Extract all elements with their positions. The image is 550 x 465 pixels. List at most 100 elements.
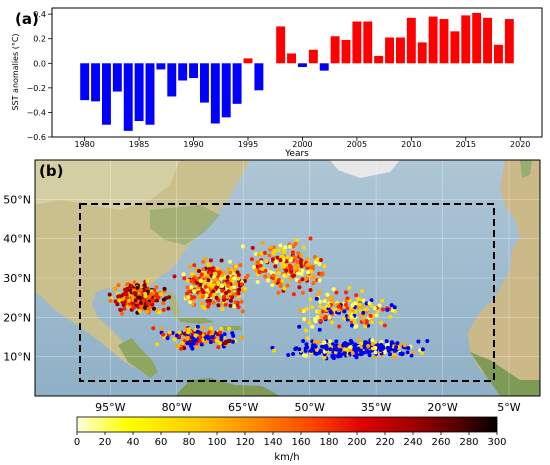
track-point bbox=[219, 334, 224, 339]
track-point bbox=[363, 340, 368, 345]
bar-2002 bbox=[319, 63, 329, 71]
bar-1999 bbox=[287, 53, 297, 64]
track-point bbox=[300, 277, 305, 282]
track-point bbox=[298, 308, 303, 313]
bar-1981 bbox=[91, 63, 101, 102]
track-point bbox=[303, 348, 308, 353]
track-point bbox=[226, 267, 231, 271]
track-point bbox=[202, 279, 207, 284]
lat-label: 20°N bbox=[3, 311, 31, 324]
bar-1993 bbox=[221, 63, 231, 118]
track-point bbox=[143, 291, 148, 296]
track-point bbox=[253, 268, 258, 273]
panel-b-label: (b) bbox=[39, 162, 63, 180]
track-point bbox=[260, 241, 265, 246]
track-point bbox=[228, 286, 233, 291]
track-point bbox=[400, 351, 405, 356]
track-point bbox=[187, 264, 192, 269]
track-point bbox=[240, 244, 245, 249]
track-point bbox=[155, 342, 159, 347]
x-tick-label: 1985 bbox=[129, 140, 149, 149]
track-point bbox=[220, 288, 225, 293]
track-point bbox=[354, 293, 359, 298]
track-point bbox=[310, 305, 315, 310]
track-point bbox=[277, 278, 281, 282]
track-point bbox=[206, 278, 211, 283]
lon-label: 80°W bbox=[162, 401, 192, 414]
track-point bbox=[353, 348, 358, 353]
colorbar-tick-label: 60 bbox=[155, 437, 168, 448]
panel-a: (a) 0.40.20.0−0.2−0.4−0.6 1980 1985 1990 19… bbox=[11, 7, 543, 159]
track-point bbox=[291, 352, 296, 356]
track-point bbox=[344, 343, 349, 348]
track-point bbox=[338, 348, 343, 353]
track-point bbox=[311, 264, 315, 269]
track-point bbox=[135, 285, 140, 290]
track-point bbox=[299, 258, 304, 263]
track-point bbox=[314, 296, 319, 301]
track-point bbox=[353, 301, 358, 306]
track-point bbox=[107, 292, 112, 297]
track-point bbox=[253, 252, 258, 256]
track-point bbox=[177, 330, 182, 335]
track-points bbox=[107, 236, 430, 361]
track-point bbox=[311, 281, 316, 286]
track-point bbox=[278, 284, 283, 289]
bar-2007 bbox=[374, 55, 384, 64]
colorbar-label: km/h bbox=[274, 452, 299, 463]
track-point bbox=[243, 286, 247, 291]
track-point bbox=[240, 282, 244, 287]
track-point bbox=[271, 273, 276, 278]
track-point bbox=[212, 292, 216, 297]
track-point bbox=[236, 272, 241, 277]
track-point bbox=[336, 308, 341, 313]
track-point bbox=[232, 267, 237, 272]
central-america bbox=[118, 338, 158, 378]
track-point bbox=[145, 289, 150, 294]
track-point bbox=[356, 296, 360, 301]
track-point bbox=[239, 299, 244, 304]
track-point bbox=[149, 289, 154, 294]
bar-1984 bbox=[123, 63, 133, 131]
track-point bbox=[305, 345, 310, 350]
colorbar-tick-label: 40 bbox=[127, 437, 140, 448]
map-area bbox=[35, 160, 540, 396]
track-point bbox=[420, 350, 425, 355]
track-point bbox=[230, 295, 235, 300]
track-point bbox=[238, 263, 243, 268]
track-point bbox=[211, 289, 216, 294]
track-point bbox=[137, 295, 142, 300]
panel-a-y-axis: 0.4 0.2 0.0 −0.2 −0.4 −0.6 bbox=[27, 10, 52, 142]
lon-label: 5°W bbox=[497, 401, 520, 414]
track-point bbox=[392, 305, 397, 310]
track-point bbox=[297, 279, 302, 284]
track-point bbox=[372, 306, 377, 311]
bar-1987 bbox=[156, 63, 166, 70]
track-point bbox=[301, 339, 306, 343]
track-point bbox=[373, 350, 378, 355]
bar-1994 bbox=[232, 63, 242, 104]
colorbar-tick-label: 20 bbox=[99, 437, 112, 448]
track-point bbox=[117, 294, 122, 299]
track-point bbox=[236, 305, 241, 310]
bar-2008 bbox=[385, 37, 395, 64]
track-point bbox=[318, 299, 323, 304]
panel-a-y-label: SST anomalies (°C) bbox=[11, 33, 20, 110]
track-point bbox=[272, 348, 276, 353]
track-point bbox=[120, 297, 125, 302]
track-point bbox=[215, 266, 220, 271]
track-point bbox=[349, 315, 354, 320]
track-point bbox=[182, 276, 187, 281]
track-point bbox=[282, 264, 287, 269]
track-point bbox=[116, 283, 121, 288]
bar-2014 bbox=[450, 31, 460, 64]
track-point bbox=[315, 257, 320, 262]
track-point bbox=[350, 323, 354, 328]
track-point bbox=[208, 258, 213, 263]
track-point bbox=[216, 303, 221, 308]
bar-1998 bbox=[276, 26, 286, 64]
panel-a-x-axis: 1980 1985 1990 1995 2000 2005 2010 2015 2020 bbox=[74, 137, 530, 149]
track-point bbox=[145, 279, 150, 284]
track-point bbox=[161, 301, 166, 306]
track-point bbox=[172, 337, 177, 342]
